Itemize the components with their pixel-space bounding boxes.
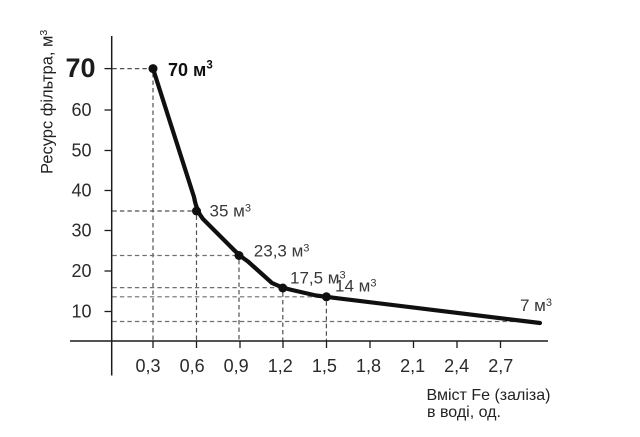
svg-text:10: 10 <box>71 302 91 322</box>
svg-text:14 м3: 14 м3 <box>335 277 376 296</box>
svg-text:20: 20 <box>71 261 91 281</box>
svg-text:0,3: 0,3 <box>135 356 160 376</box>
svg-text:7 м3: 7 м3 <box>520 296 552 315</box>
svg-text:2,1: 2,1 <box>400 356 425 376</box>
svg-text:в воді, од.: в воді, од. <box>427 404 501 421</box>
svg-text:Ресурс фільтра, м3: Ресурс фільтра, м3 <box>38 30 57 174</box>
svg-text:17,5 м3: 17,5 м3 <box>290 269 346 288</box>
svg-text:50: 50 <box>71 141 91 161</box>
svg-text:40: 40 <box>71 181 91 201</box>
svg-text:Вміст Fe (заліза): Вміст Fe (заліза) <box>427 387 551 404</box>
svg-text:1,5: 1,5 <box>312 356 337 376</box>
svg-text:70: 70 <box>65 53 95 83</box>
svg-text:2,4: 2,4 <box>444 356 469 376</box>
svg-text:1,8: 1,8 <box>356 356 381 376</box>
svg-text:23,3 м3: 23,3 м3 <box>254 242 310 261</box>
svg-text:0,6: 0,6 <box>180 356 205 376</box>
svg-text:1,2: 1,2 <box>268 356 293 376</box>
svg-text:35 м3: 35 м3 <box>210 202 251 221</box>
svg-text:0,9: 0,9 <box>224 356 249 376</box>
svg-text:70 м3: 70 м3 <box>168 60 213 81</box>
svg-text:2,7: 2,7 <box>488 356 513 376</box>
svg-text:60: 60 <box>71 100 91 120</box>
svg-text:30: 30 <box>71 221 91 241</box>
